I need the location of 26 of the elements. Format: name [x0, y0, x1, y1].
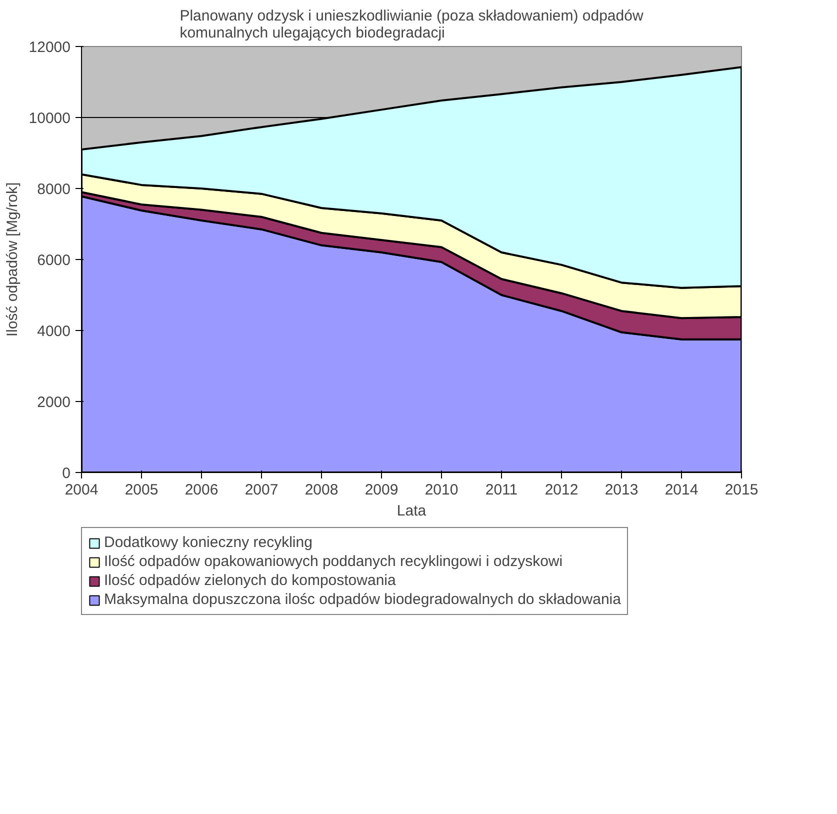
x-tick-label: 2015 — [724, 482, 758, 498]
y-tick-label: 12000 — [28, 39, 71, 56]
y-tick-label: 4000 — [37, 323, 71, 340]
y-axis-title: Ilość odpadów [Mg/rok] — [4, 182, 21, 337]
x-tick-label: 2004 — [64, 482, 98, 498]
x-tick-label: 2014 — [664, 482, 698, 498]
x-tick-label: 2013 — [604, 482, 638, 498]
y-tick-label: 10000 — [28, 110, 71, 127]
y-tick-label: 2000 — [37, 394, 71, 411]
legend-label: Maksymalna dopuszczona ilośc odpadów biodegradowalnych do składowania — [104, 591, 621, 608]
x-tick-label: 2011 — [485, 482, 518, 498]
y-tick-label: 8000 — [37, 181, 71, 198]
x-tick-label: 2006 — [184, 482, 218, 498]
legend-label: Ilość odpadów opakowaniowych poddanych recyklingowi i odzyskowi — [104, 553, 563, 570]
x-tick-label: 2008 — [304, 482, 338, 498]
x-tick-label: 2009 — [364, 482, 398, 498]
x-axis-title: Lata — [396, 502, 427, 520]
y-tick-label: 6000 — [37, 252, 71, 269]
legend-label: Ilość odpadów zielonych do kompostowania — [104, 572, 396, 589]
x-tick-label: 2012 — [544, 482, 578, 498]
x-tick-label: 2005 — [124, 482, 158, 498]
x-tick-label: 2010 — [424, 482, 458, 498]
legend-label: Dodatkowy konieczny recykling — [104, 534, 312, 551]
x-tick-label: 2007 — [244, 482, 278, 498]
y-tick-label: 0 — [62, 465, 70, 482]
chart-title: Planowany odzysk i unieszkodliwianie (poza składowaniem) odpadów komunalnych ulegających biodegradacji — [180, 8, 644, 42]
